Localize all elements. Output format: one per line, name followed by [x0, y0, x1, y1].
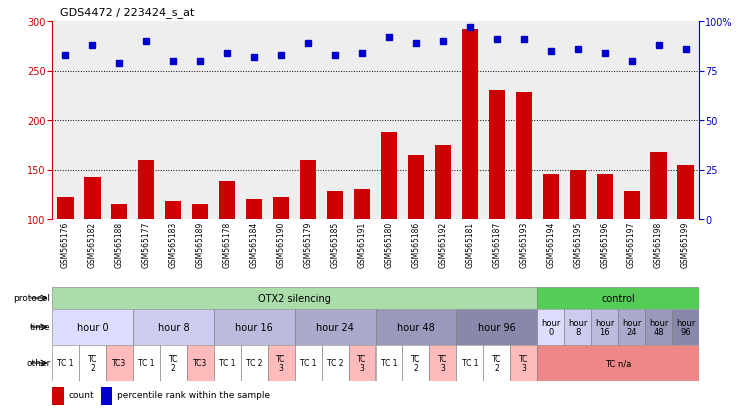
- Bar: [160, 345, 187, 381]
- Bar: [111, 205, 128, 318]
- Text: TC 2: TC 2: [327, 358, 343, 368]
- Text: TC
2: TC 2: [169, 354, 178, 372]
- Text: hour 48: hour 48: [397, 322, 435, 332]
- Text: TC 1: TC 1: [57, 358, 74, 368]
- Text: TC 1: TC 1: [300, 358, 316, 368]
- Bar: [52, 309, 133, 345]
- Text: percentile rank within the sample: percentile rank within the sample: [116, 391, 270, 399]
- Bar: [327, 192, 343, 318]
- Bar: [348, 345, 376, 381]
- Bar: [101, 387, 112, 405]
- Bar: [165, 202, 182, 318]
- Bar: [510, 345, 537, 381]
- Text: protocol: protocol: [14, 294, 50, 303]
- Text: time: time: [30, 323, 50, 332]
- Text: hour 96: hour 96: [478, 322, 516, 332]
- Bar: [596, 175, 613, 318]
- Bar: [246, 200, 262, 318]
- Bar: [569, 170, 586, 318]
- Bar: [435, 145, 451, 318]
- Text: TC 2: TC 2: [246, 358, 262, 368]
- Bar: [430, 345, 457, 381]
- Bar: [106, 345, 133, 381]
- Text: TC3: TC3: [112, 358, 126, 368]
- Bar: [214, 345, 241, 381]
- Bar: [564, 309, 591, 345]
- Bar: [354, 190, 370, 318]
- Text: TC 1: TC 1: [381, 358, 397, 368]
- Text: TC3: TC3: [193, 358, 207, 368]
- Bar: [300, 160, 316, 318]
- Bar: [84, 178, 101, 318]
- Bar: [537, 345, 699, 381]
- Bar: [484, 345, 510, 381]
- Text: OTX2 silencing: OTX2 silencing: [258, 293, 331, 303]
- Bar: [192, 205, 208, 318]
- Bar: [219, 182, 235, 318]
- Text: hour
8: hour 8: [568, 318, 587, 336]
- Bar: [294, 309, 376, 345]
- Bar: [457, 309, 537, 345]
- Bar: [187, 345, 214, 381]
- Text: TC
2: TC 2: [492, 354, 502, 372]
- Text: TC 1: TC 1: [462, 358, 478, 368]
- Text: TC 1: TC 1: [138, 358, 155, 368]
- Text: TC 1: TC 1: [219, 358, 236, 368]
- Bar: [138, 160, 155, 318]
- Bar: [537, 287, 699, 309]
- Bar: [645, 309, 672, 345]
- Text: TC
3: TC 3: [357, 354, 366, 372]
- Bar: [677, 165, 694, 318]
- Text: count: count: [68, 391, 94, 399]
- Text: hour 24: hour 24: [316, 322, 354, 332]
- Bar: [543, 175, 559, 318]
- Bar: [623, 192, 640, 318]
- Bar: [133, 309, 214, 345]
- Text: hour
16: hour 16: [595, 318, 614, 336]
- Text: control: control: [602, 293, 635, 303]
- Bar: [457, 345, 484, 381]
- Text: hour 8: hour 8: [158, 322, 189, 332]
- Text: hour
0: hour 0: [541, 318, 560, 336]
- Text: hour
48: hour 48: [649, 318, 668, 336]
- Bar: [376, 345, 403, 381]
- Text: hour
24: hour 24: [622, 318, 641, 336]
- Text: other: other: [26, 358, 50, 368]
- Text: TC n/a: TC n/a: [605, 358, 632, 368]
- Text: TC
3: TC 3: [276, 354, 286, 372]
- Text: TC
3: TC 3: [519, 354, 529, 372]
- Bar: [52, 387, 64, 405]
- Bar: [537, 309, 564, 345]
- Bar: [321, 345, 348, 381]
- Bar: [376, 309, 457, 345]
- Bar: [214, 309, 294, 345]
- Bar: [462, 30, 478, 318]
- Text: hour
96: hour 96: [676, 318, 695, 336]
- Bar: [267, 345, 294, 381]
- Bar: [133, 345, 160, 381]
- Bar: [241, 345, 267, 381]
- Bar: [57, 198, 74, 318]
- Bar: [52, 345, 79, 381]
- Text: GDS4472 / 223424_s_at: GDS4472 / 223424_s_at: [59, 7, 194, 17]
- Bar: [273, 198, 289, 318]
- Bar: [381, 133, 397, 318]
- Bar: [403, 345, 430, 381]
- Bar: [591, 309, 618, 345]
- Bar: [408, 155, 424, 318]
- Bar: [650, 152, 667, 318]
- Text: hour 16: hour 16: [235, 322, 273, 332]
- Text: hour 0: hour 0: [77, 322, 108, 332]
- Bar: [618, 309, 645, 345]
- Bar: [294, 345, 321, 381]
- Bar: [516, 93, 532, 318]
- Text: TC
2: TC 2: [412, 354, 421, 372]
- Text: TC
2: TC 2: [88, 354, 97, 372]
- Text: TC
3: TC 3: [438, 354, 448, 372]
- Bar: [79, 345, 106, 381]
- Bar: [52, 287, 537, 309]
- Bar: [672, 309, 699, 345]
- Bar: [489, 91, 505, 318]
